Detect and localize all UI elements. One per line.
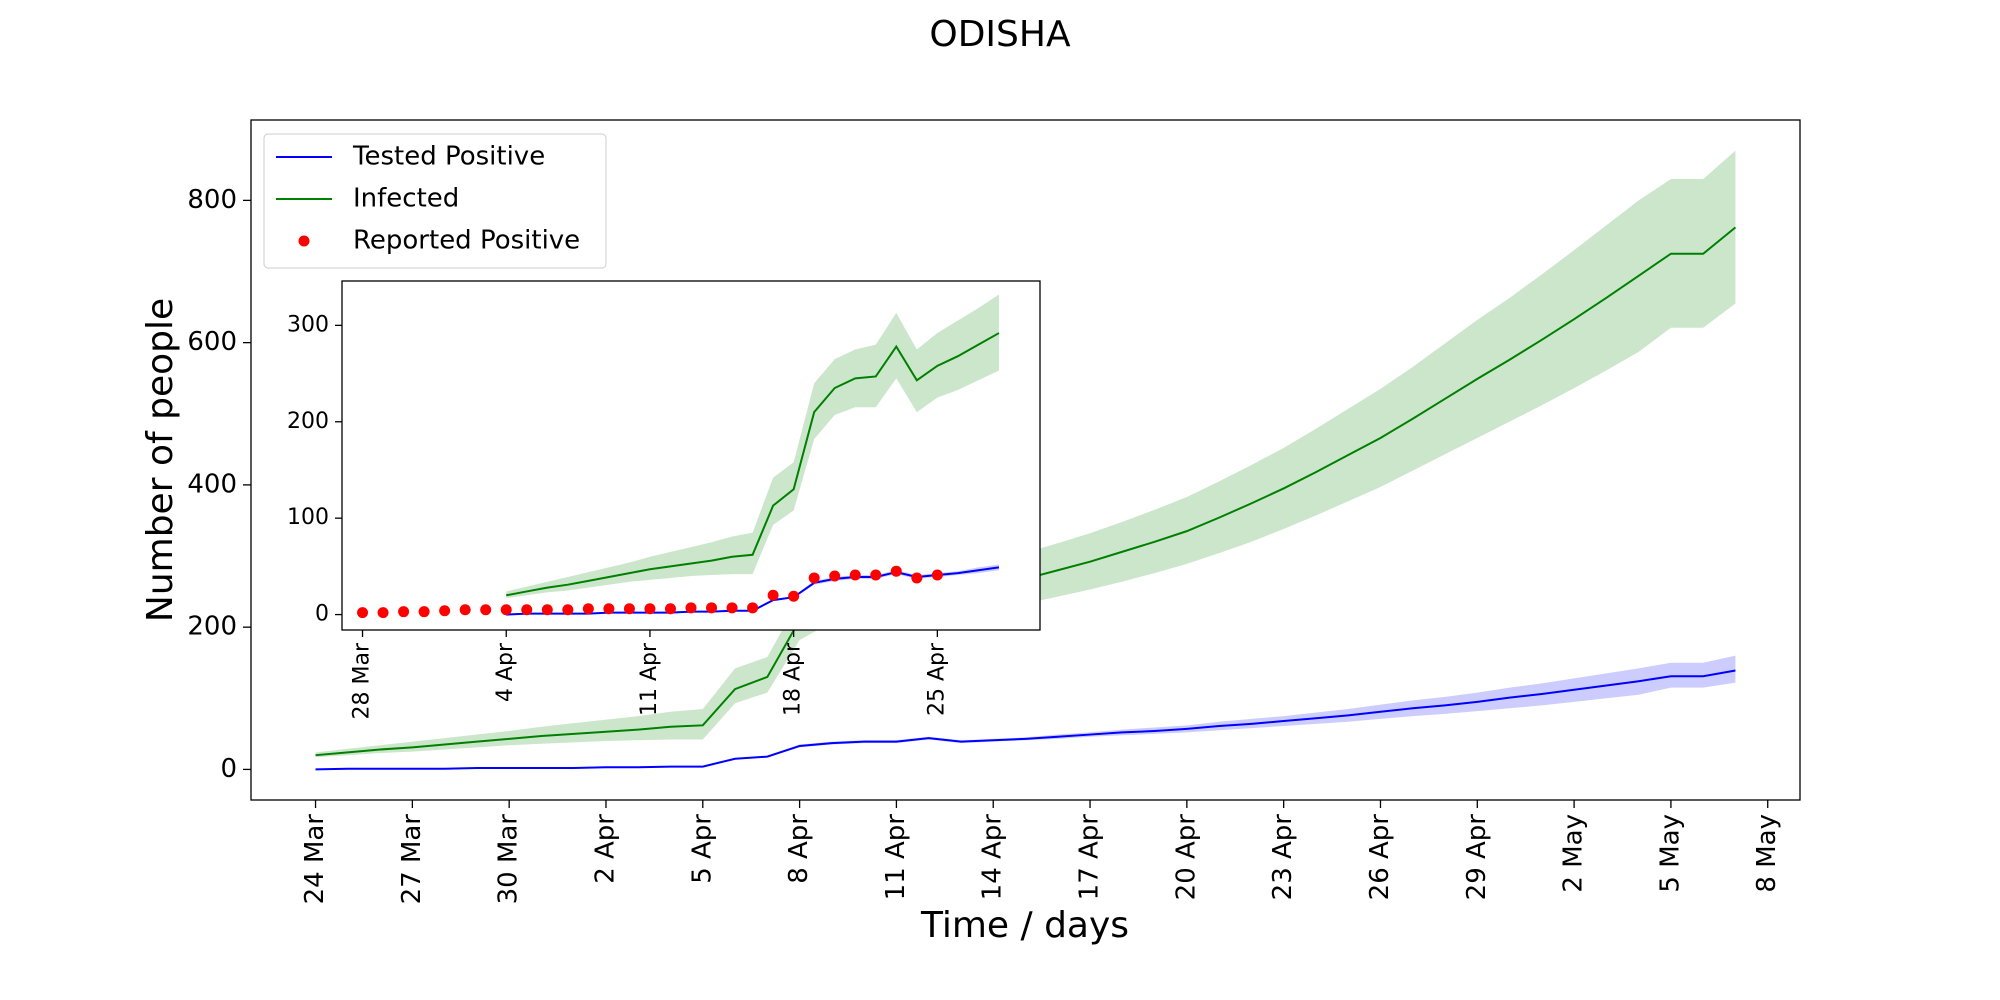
- legend-marker: [298, 235, 310, 247]
- x-tick-label: 2 Apr: [590, 814, 620, 884]
- plot-frame: [341, 280, 1041, 631]
- y-tick-label: 200: [187, 612, 237, 642]
- legend-label: Infected: [353, 184, 459, 214]
- chart-title: ODISHA: [929, 14, 1071, 55]
- data-point: [562, 604, 574, 616]
- x-tick-label: 24 Mar: [300, 814, 330, 905]
- x-tick-label: 26 Apr: [1365, 814, 1395, 901]
- y-tick-label: 200: [287, 409, 329, 434]
- x-tick-label: 20 Apr: [1171, 814, 1201, 901]
- x-tick-label: 8 Apr: [784, 814, 814, 884]
- data-point: [357, 607, 369, 619]
- data-point: [726, 602, 738, 614]
- x-tick-label: 14 Apr: [978, 814, 1008, 901]
- y-tick-label: 0: [315, 602, 329, 627]
- x-tick-label: 2 May: [1559, 814, 1589, 893]
- y-axis-label: Number of people: [140, 298, 181, 622]
- legend-label: Tested Positive: [352, 142, 545, 172]
- data-point: [788, 590, 800, 602]
- y-tick-label: 400: [187, 469, 237, 499]
- data-point: [439, 605, 451, 617]
- x-tick-label: 29 Apr: [1462, 814, 1492, 901]
- data-point: [623, 603, 635, 615]
- confidence-band: [315, 655, 1736, 770]
- plot-area: [342, 281, 1040, 630]
- x-axis-label: Time / days: [920, 905, 1129, 946]
- x-tick-label: 30 Mar: [494, 814, 524, 905]
- data-point: [664, 603, 676, 615]
- x-tick-label: 17 Apr: [1075, 814, 1105, 901]
- x-tick-label: 28 Mar: [350, 642, 375, 719]
- data-point: [418, 606, 430, 618]
- y-tick-label: 300: [287, 312, 329, 337]
- data-point: [603, 603, 615, 615]
- data-point: [480, 604, 492, 616]
- data-point: [706, 602, 718, 614]
- x-tick-label: 27 Mar: [397, 814, 427, 905]
- data-point: [849, 569, 861, 581]
- data-point: [870, 569, 882, 581]
- y-tick-label: 600: [187, 327, 237, 357]
- x-tick-label: 8 May: [1752, 814, 1782, 893]
- data-point: [747, 602, 759, 614]
- legend-label: Reported Positive: [353, 226, 580, 256]
- inset-chart: 0 100 200 300 28 Mar 4 Apr 11 Apr 18 Apr 25 Apr: [287, 280, 1041, 720]
- data-point: [890, 565, 902, 577]
- data-point: [685, 602, 697, 614]
- y-tick-label: 100: [287, 505, 329, 530]
- y-tick-label: 0: [220, 754, 237, 784]
- x-tick-label: 5 May: [1655, 814, 1685, 893]
- x-tick-label: 4 Apr: [493, 642, 518, 702]
- x-tick-label: 11 Apr: [881, 814, 911, 901]
- data-point: [931, 569, 943, 581]
- data-point: [808, 572, 820, 584]
- data-point: [911, 572, 923, 584]
- data-point: [459, 604, 471, 616]
- series-line: [506, 332, 1000, 597]
- data-point: [500, 604, 512, 616]
- data-point: [767, 589, 779, 601]
- data-point: [398, 606, 410, 618]
- data-point: [829, 570, 841, 582]
- series-line: [315, 669, 1736, 771]
- x-tick-label: 5 Apr: [687, 814, 717, 884]
- legend: Tested Positive Infected Reported Positive: [263, 133, 607, 269]
- x-tick-label: 25 Apr: [924, 642, 949, 716]
- x-tick-label: 18 Apr: [781, 642, 806, 716]
- data-point: [541, 604, 553, 616]
- x-tick-label: 23 Apr: [1268, 814, 1298, 901]
- y-tick-label: 800: [187, 185, 237, 215]
- x-tick-label: 11 Apr: [637, 642, 662, 716]
- data-point: [644, 603, 656, 615]
- legend-box: [263, 133, 607, 269]
- data-point: [582, 603, 594, 615]
- confidence-band: [506, 294, 999, 599]
- plot-frame: [250, 119, 1801, 801]
- data-point: [377, 607, 389, 619]
- data-point: [521, 604, 533, 616]
